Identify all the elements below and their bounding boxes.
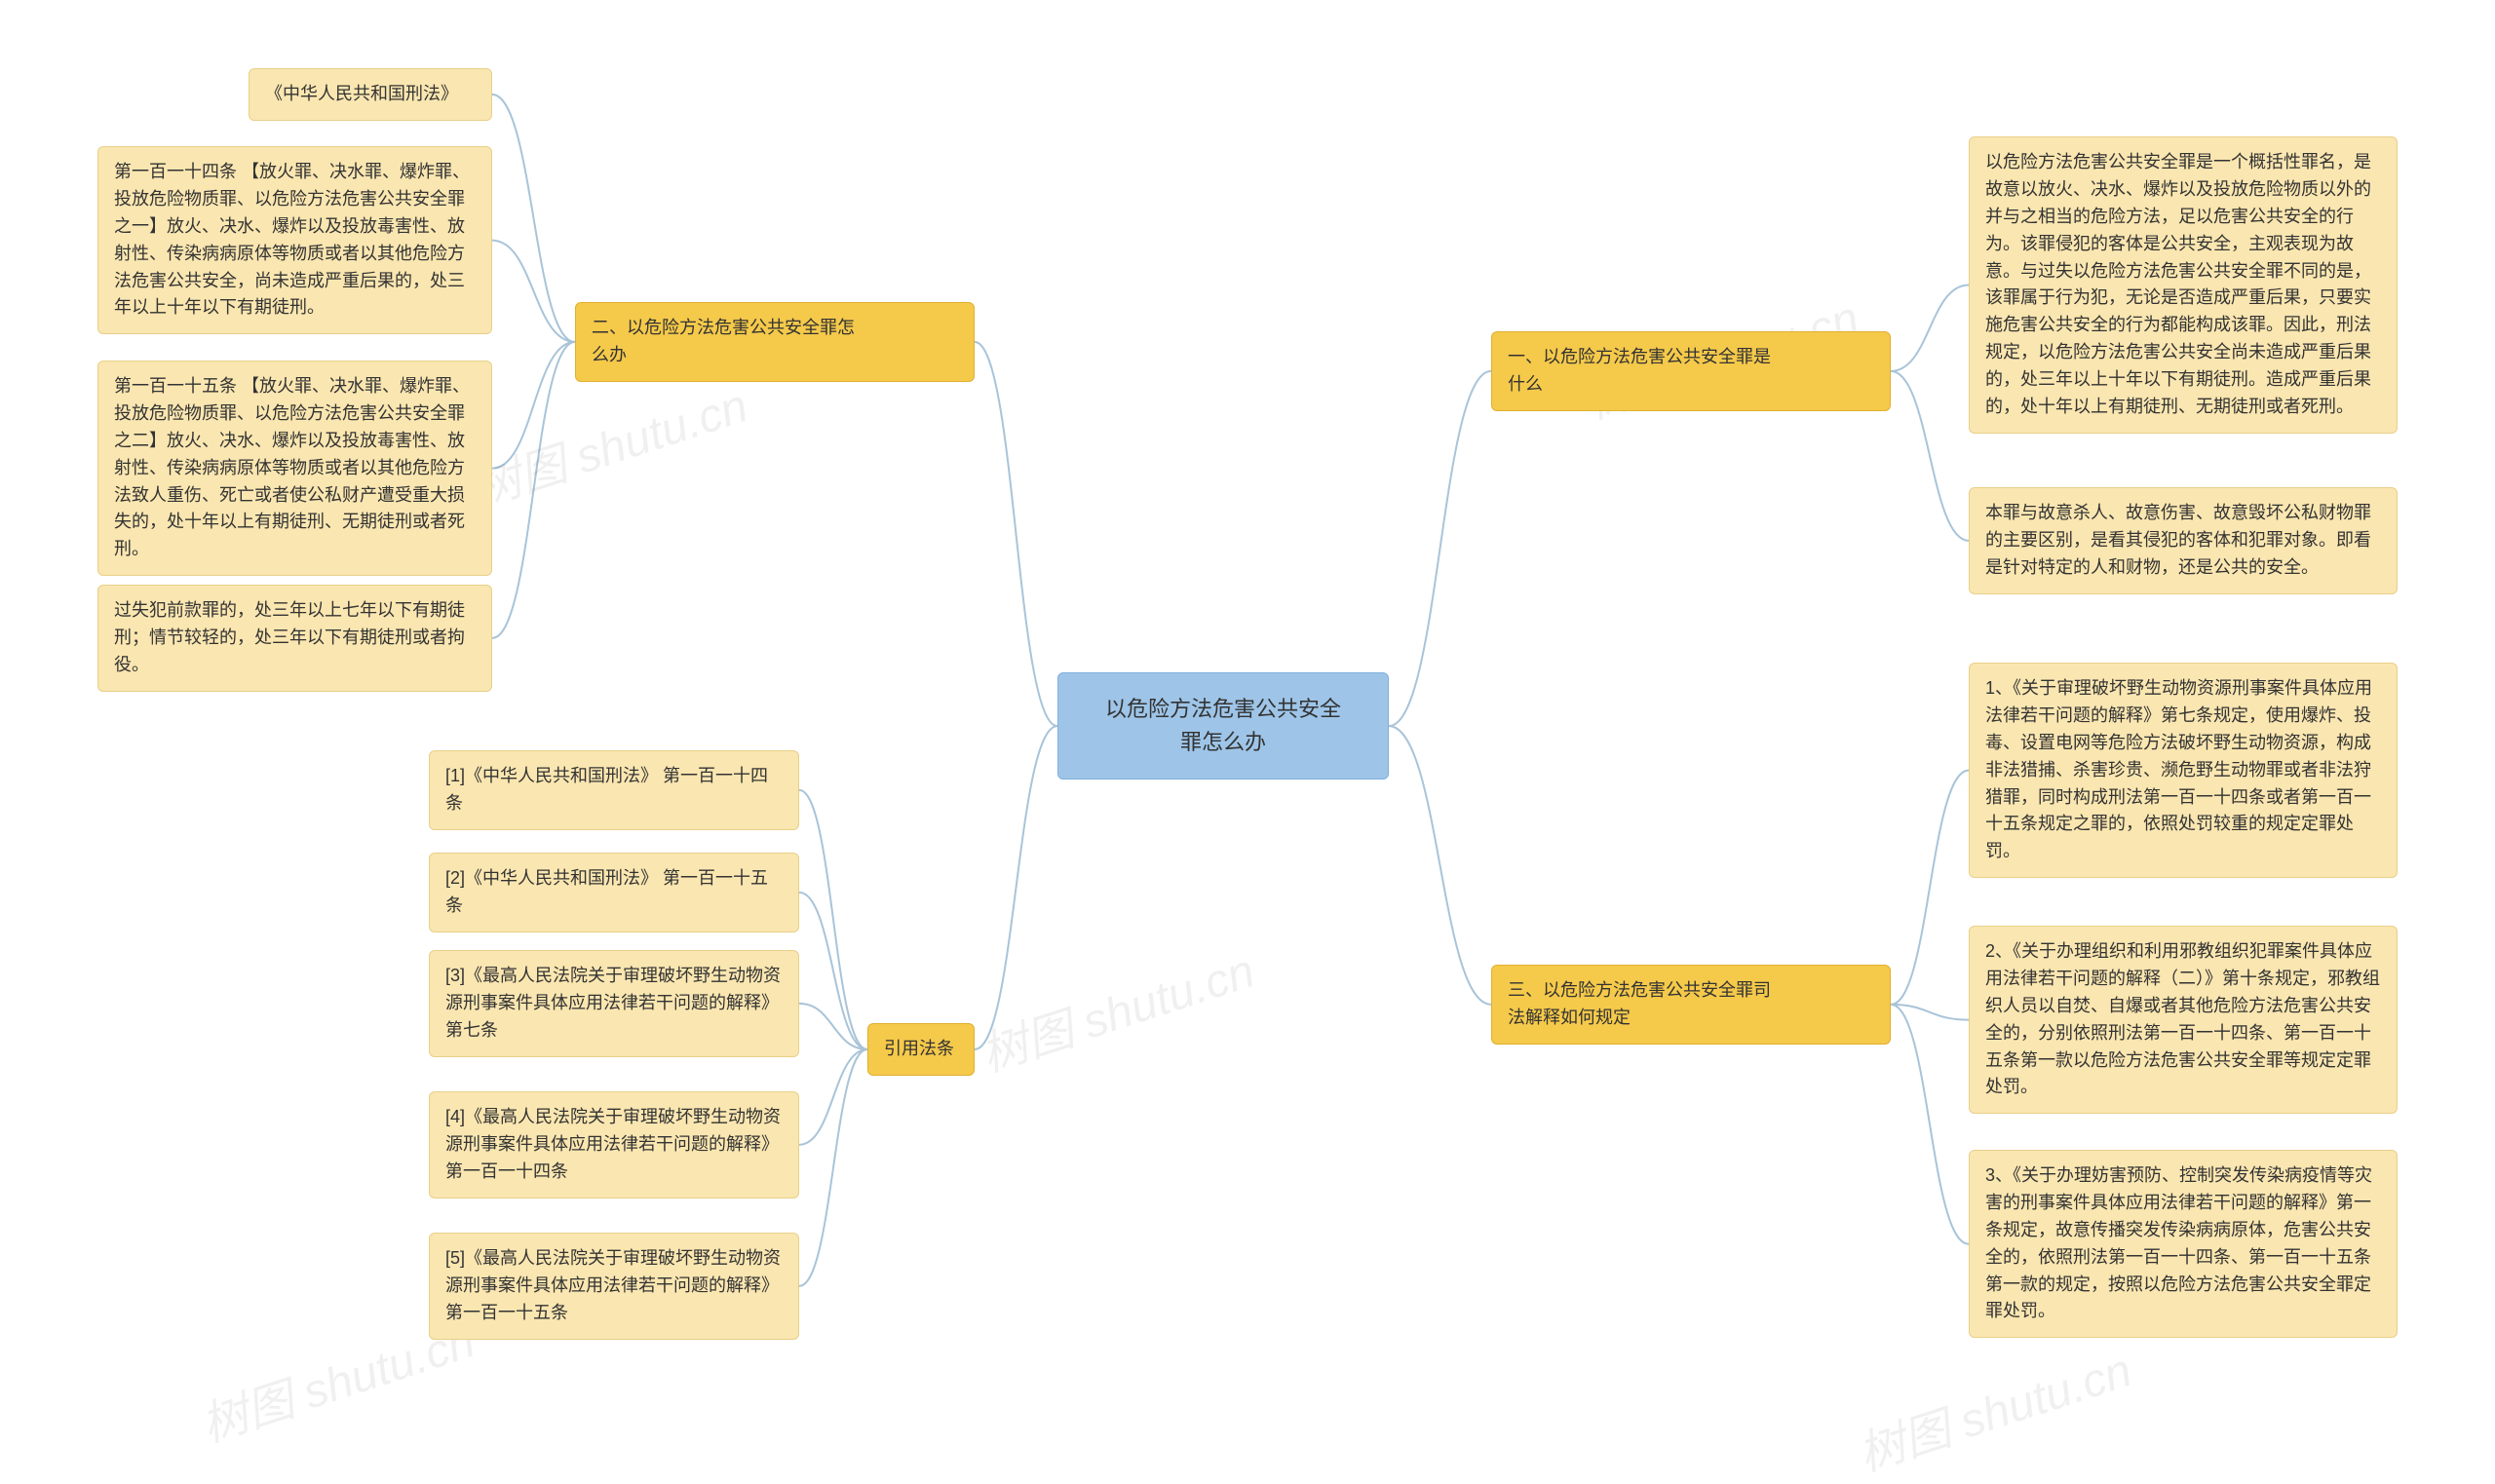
left-branch-1: 引用法条 <box>867 1023 975 1076</box>
right-branch-0: 一、以危险方法危害公共安全罪是什么 <box>1491 331 1891 411</box>
right-branch-1-text: 三、以危险方法危害公共安全罪司法解释如何规定 <box>1508 980 1771 1027</box>
right-branch-0-leaf-1: 本罪与故意杀人、故意伤害、故意毁坏公私财物罪的主要区别，是看其侵犯的客体和犯罪对… <box>1969 487 2398 594</box>
left-branch-0: 二、以危险方法危害公共安全罪怎么办 <box>575 302 975 382</box>
left-branch-0-leaf-3-text: 过失犯前款罪的，处三年以上七年以下有期徒刑；情节较轻的，处三年以下有期徒刑或者拘… <box>114 600 465 674</box>
left-branch-0-leaf-0-text: 《中华人民共和国刑法》 <box>265 84 458 103</box>
right-branch-1-leaf-2-text: 3、《关于办理妨害预防、控制突发传染病疫情等灾害的刑事案件具体应用法律若干问题的… <box>1985 1165 2372 1320</box>
left-branch-0-leaf-1-text: 第一百一十四条 【放火罪、决水罪、爆炸罪、投放危险物质罪、以危险方法危害公共安全… <box>114 162 470 317</box>
left-branch-1-text: 引用法条 <box>884 1039 954 1058</box>
left-branch-1-leaf-3-text: [4]《最高人民法院关于审理破坏野生动物资源刑事案件具体应用法律若干问题的解释》… <box>445 1107 781 1181</box>
right-branch-0-leaf-1-text: 本罪与故意杀人、故意伤害、故意毁坏公私财物罪的主要区别，是看其侵犯的客体和犯罪对… <box>1985 503 2371 577</box>
left-branch-0-leaf-0: 《中华人民共和国刑法》 <box>249 68 492 121</box>
left-branch-1-leaf-0: [1]《中华人民共和国刑法》 第一百一十四条 <box>429 750 799 830</box>
left-branch-1-leaf-3: [4]《最高人民法院关于审理破坏野生动物资源刑事案件具体应用法律若干问题的解释》… <box>429 1091 799 1199</box>
right-branch-1-leaf-2: 3、《关于办理妨害预防、控制突发传染病疫情等灾害的刑事案件具体应用法律若干问题的… <box>1969 1150 2398 1338</box>
left-branch-1-leaf-1-text: [2]《中华人民共和国刑法》 第一百一十五条 <box>445 868 768 915</box>
right-branch-1-leaf-0: 1、《关于审理破坏野生动物资源刑事案件具体应用法律若干问题的解释》第七条规定，使… <box>1969 663 2398 878</box>
left-branch-0-text: 二、以危险方法危害公共安全罪怎么办 <box>592 318 855 364</box>
left-branch-1-leaf-4: [5]《最高人民法院关于审理破坏野生动物资源刑事案件具体应用法律若干问题的解释》… <box>429 1233 799 1340</box>
right-branch-0-text: 一、以危险方法危害公共安全罪是什么 <box>1508 347 1771 394</box>
right-branch-0-leaf-0-text: 以危险方法危害公共安全罪是一个概括性罪名，是故意以放火、决水、爆炸以及投放危险物… <box>1985 152 2371 416</box>
left-branch-0-leaf-2: 第一百一十五条 【放火罪、决水罪、爆炸罪、投放危险物质罪、以危险方法危害公共安全… <box>97 361 492 576</box>
left-branch-1-leaf-2-text: [3]《最高人民法院关于审理破坏野生动物资源刑事案件具体应用法律若干问题的解释》… <box>445 966 781 1040</box>
right-branch-1-leaf-1: 2、《关于办理组织和利用邪教组织犯罪案件具体应用法律若干问题的解释（二）》第十条… <box>1969 926 2398 1114</box>
left-branch-1-leaf-2: [3]《最高人民法院关于审理破坏野生动物资源刑事案件具体应用法律若干问题的解释》… <box>429 950 799 1057</box>
watermark-2: 树图 shutu.cn <box>971 932 1261 1084</box>
right-branch-0-leaf-0: 以危险方法危害公共安全罪是一个概括性罪名，是故意以放火、决水、爆炸以及投放危险物… <box>1969 136 2398 434</box>
left-branch-1-leaf-1: [2]《中华人民共和国刑法》 第一百一十五条 <box>429 853 799 932</box>
right-branch-1: 三、以危险方法危害公共安全罪司法解释如何规定 <box>1491 965 1891 1045</box>
root-text: 以危险方法危害公共安全罪怎么办 <box>1105 697 1341 754</box>
watermark-0: 树图 shutu.cn <box>464 367 754 519</box>
left-branch-1-leaf-4-text: [5]《最高人民法院关于审理破坏野生动物资源刑事案件具体应用法律若干问题的解释》… <box>445 1248 781 1322</box>
left-branch-0-leaf-1: 第一百一十四条 【放火罪、决水罪、爆炸罪、投放危险物质罪、以危险方法危害公共安全… <box>97 146 492 334</box>
left-branch-0-leaf-3: 过失犯前款罪的，处三年以上七年以下有期徒刑；情节较轻的，处三年以下有期徒刑或者拘… <box>97 585 492 692</box>
root-node: 以危险方法危害公共安全罪怎么办 <box>1057 672 1389 780</box>
left-branch-1-leaf-0-text: [1]《中华人民共和国刑法》 第一百一十四条 <box>445 766 768 813</box>
watermark-4: 树图 shutu.cn <box>1848 1332 2138 1484</box>
left-branch-0-leaf-2-text: 第一百一十五条 【放火罪、决水罪、爆炸罪、投放危险物质罪、以危险方法危害公共安全… <box>114 376 470 558</box>
right-branch-1-leaf-1-text: 2、《关于办理组织和利用邪教组织犯罪案件具体应用法律若干问题的解释（二）》第十条… <box>1985 941 2380 1096</box>
right-branch-1-leaf-0-text: 1、《关于审理破坏野生动物资源刑事案件具体应用法律若干问题的解释》第七条规定，使… <box>1985 678 2372 860</box>
